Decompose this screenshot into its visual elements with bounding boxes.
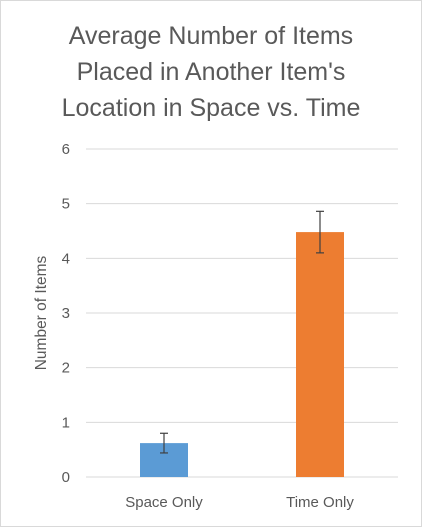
error-bar-space-only	[160, 432, 168, 454]
chart-title-line-3: Location in Space vs. Time	[61, 94, 361, 122]
y-tick-label-6: 6	[62, 141, 70, 158]
gridlines	[86, 148, 398, 478]
error-bar-time-only	[316, 210, 324, 254]
y-tick-label-5: 5	[62, 196, 70, 213]
error-bars	[160, 210, 324, 454]
y-tick-label-3: 3	[62, 305, 70, 322]
y-tick-label-1: 1	[62, 414, 70, 431]
x-axis-ticks: Space Only Time Only	[125, 494, 354, 511]
chart-title-line-1: Average Number of Items	[68, 22, 354, 50]
y-axis-ticks: 0 1 2 3 4 5 6	[62, 141, 70, 486]
y-axis-label: Number of Items	[33, 255, 50, 370]
y-tick-label-0: 0	[62, 469, 70, 486]
chart-title-line-2: Placed in Another Item's	[76, 58, 346, 86]
x-tick-label-space-only: Space Only	[125, 494, 203, 511]
bar-time-only	[296, 232, 344, 477]
chart-title: Average Number of Items Placed in Anothe…	[0, 18, 422, 126]
bars	[140, 232, 344, 477]
y-tick-label-4: 4	[62, 250, 70, 267]
x-tick-label-time-only: Time Only	[286, 494, 354, 511]
y-tick-label-2: 2	[62, 360, 70, 377]
